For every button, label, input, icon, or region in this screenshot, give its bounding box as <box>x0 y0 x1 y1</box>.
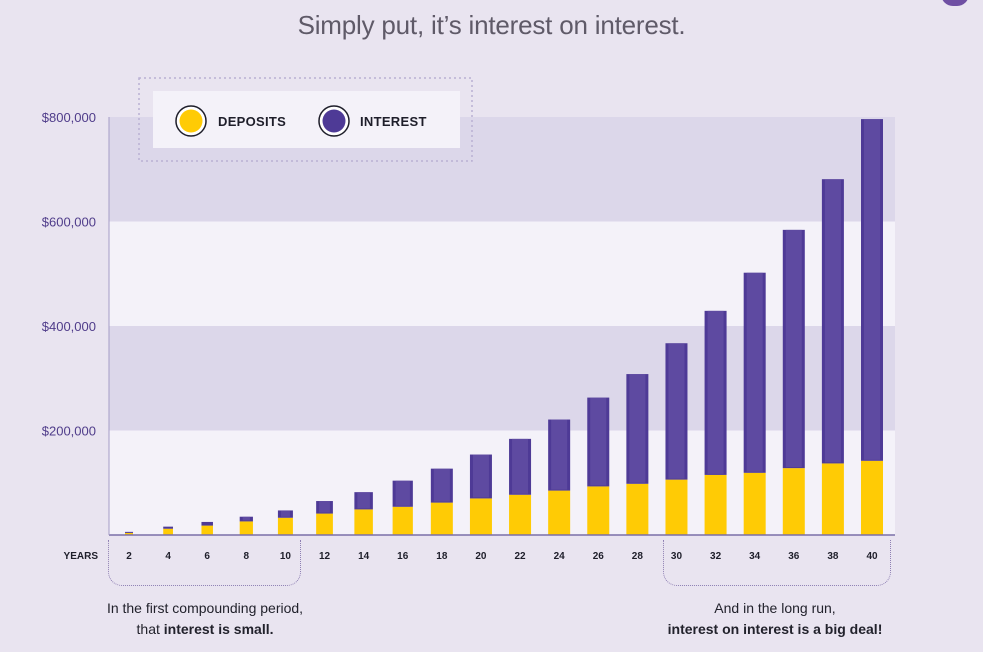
interest-bar-highlight <box>629 374 646 483</box>
left-annotation-prefix: that <box>136 621 164 637</box>
interest-swatch <box>322 109 346 133</box>
interest-bar-highlight <box>433 468 450 502</box>
x-tick-label: 14 <box>358 551 370 562</box>
deposits-legend-label: DEPOSITS <box>218 114 286 129</box>
right-annotation-line2: interest on interest is a big deal! <box>610 619 940 640</box>
x-tick-label: 22 <box>514 551 526 562</box>
deposits-bar <box>239 521 253 535</box>
right-annotation-line1: And in the long run, <box>714 600 836 616</box>
interest-bar-highlight <box>472 454 489 498</box>
deposits-bar <box>469 498 492 535</box>
interest-bar <box>163 526 173 529</box>
interest-bar <box>201 521 213 526</box>
legend: DEPOSITS INTEREST <box>138 77 473 162</box>
compound-interest-chart: $200,000$400,000$600,000$800,000 YEARS 2 4… <box>42 77 895 562</box>
interest-bar-highlight <box>864 119 880 460</box>
interest-bar-highlight <box>668 343 685 479</box>
x-tick-label: 10 <box>280 551 292 562</box>
deposits-bar <box>392 506 413 535</box>
x-tick-label: 4 <box>165 551 171 562</box>
deposits-bar <box>782 468 805 535</box>
deposits-bar <box>354 509 373 535</box>
x-tick-label: 24 <box>554 551 566 562</box>
deposits-bar <box>704 474 727 535</box>
x-tick-label: 6 <box>204 551 210 562</box>
x-tick-label: 8 <box>244 551 250 562</box>
deposits-bar <box>430 502 453 535</box>
y-axis-ticks: $200,000 $400,000 $600,000 $800,000 <box>42 110 96 439</box>
x-tick-label: 2 <box>126 551 132 562</box>
left-annotation-bold: interest is small. <box>163 621 274 637</box>
left-period-bracket <box>108 540 301 586</box>
bars <box>125 119 883 535</box>
grid-band <box>109 430 895 535</box>
deposits-bar <box>509 494 532 535</box>
deposits-bar <box>201 525 213 535</box>
x-axis-ticks: YEARS 2 4 6 8 10 12 14 16 18 20 22 24 26 28 30 32 34 36 38 4… <box>64 551 878 562</box>
x-tick-label: 16 <box>397 551 409 562</box>
y-tick-label: $200,000 <box>42 424 96 439</box>
interest-bar-highlight <box>707 310 724 474</box>
page-title: Simply put, it’s interest on interest. <box>297 10 686 40</box>
x-tick-label: 18 <box>436 551 448 562</box>
deposits-bar <box>587 486 610 535</box>
y-tick-label: $800,000 <box>42 110 96 125</box>
right-annotation-bold: interest on interest is a big deal! <box>667 621 883 637</box>
interest-bar-highlight <box>242 516 250 521</box>
x-axis-label: YEARS <box>64 551 99 562</box>
left-annotation: In the first compounding period, that in… <box>60 598 350 640</box>
deposits-bar <box>626 483 649 535</box>
grid-bands <box>109 117 895 535</box>
x-tick-label: 36 <box>788 551 800 562</box>
interest-bar-highlight <box>512 438 529 494</box>
x-tick-label: 20 <box>475 551 487 562</box>
interest-bar-highlight <box>590 397 607 486</box>
grid-band <box>109 221 895 326</box>
left-annotation-line2: that interest is small. <box>60 619 350 640</box>
x-tick-label: 26 <box>593 551 605 562</box>
deposits-bar <box>125 532 133 535</box>
x-tick-label: 34 <box>749 551 761 562</box>
x-tick-label: 38 <box>827 551 839 562</box>
x-tick-label: 30 <box>671 551 683 562</box>
deposits-bar <box>743 472 766 535</box>
deposits-bar <box>548 490 571 535</box>
deposits-swatch <box>179 109 203 133</box>
deposits-bar <box>861 460 883 535</box>
x-tick-label: 28 <box>632 551 644 562</box>
interest-bar-highlight <box>319 501 330 513</box>
interest-bar-highlight <box>824 179 841 463</box>
logo-fragment <box>941 0 969 6</box>
y-tick-label: $400,000 <box>42 319 96 334</box>
x-tick-label: 32 <box>710 551 722 562</box>
deposits-bar <box>316 513 333 535</box>
interest-bar-highlight <box>551 419 568 490</box>
right-period-bracket <box>663 540 891 586</box>
interest-bar-highlight <box>746 272 763 472</box>
left-annotation-line1: In the first compounding period, <box>106 600 304 616</box>
grid-band <box>109 326 895 431</box>
y-tick-label: $600,000 <box>42 215 96 230</box>
x-tick-label: 12 <box>319 551 331 562</box>
deposits-bar <box>665 479 688 535</box>
deposits-bar <box>163 528 173 535</box>
interest-bar <box>125 531 133 533</box>
x-tick-label: 40 <box>866 551 878 562</box>
interest-legend-label: INTEREST <box>360 114 427 129</box>
interest-bar-highlight <box>280 510 290 517</box>
interest-bar-highlight <box>785 229 802 468</box>
interest-bar-highlight <box>395 480 410 506</box>
deposits-bar <box>277 517 293 535</box>
interest-bar-highlight <box>357 492 370 509</box>
deposits-bar <box>821 463 844 535</box>
interest-legend-item: INTEREST <box>318 105 427 137</box>
deposits-legend-item: DEPOSITS <box>175 105 286 137</box>
right-annotation: And in the long run, interest on interes… <box>610 598 940 640</box>
